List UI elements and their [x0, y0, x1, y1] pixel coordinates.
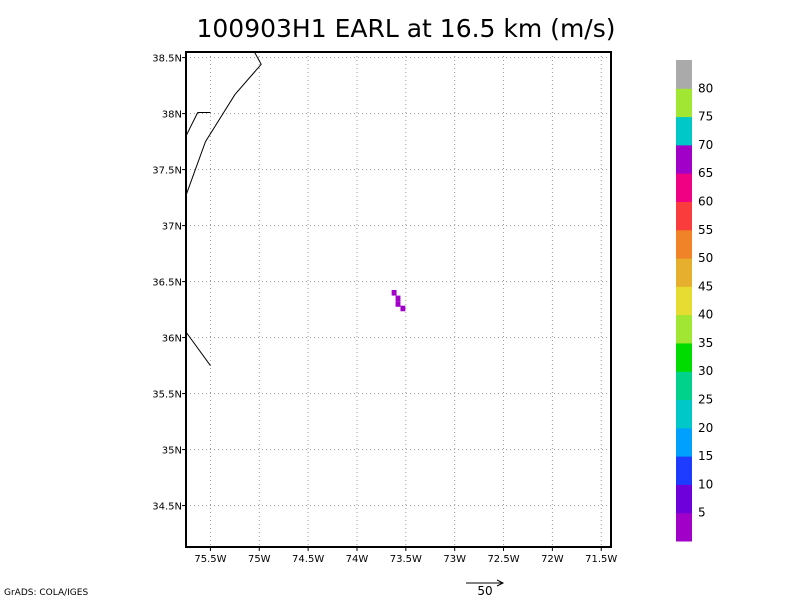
colorbar-swatch-15: [676, 88, 692, 118]
x-tick-label-0: 75.5W: [194, 554, 226, 565]
colorbar-swatch-14: [676, 116, 692, 146]
colorbar-swatch-6: [676, 342, 692, 372]
reference-vector: [466, 579, 505, 587]
colorbar-swatch-11: [676, 201, 692, 231]
colorbar-label-3: 20: [698, 421, 713, 435]
colorbar-label-11: 60: [698, 194, 713, 208]
colorbar-label-7: 40: [698, 308, 713, 322]
x-tick-label-6: 72.5W: [487, 554, 519, 565]
colorbar-swatch-2: [676, 456, 692, 485]
colorbar-label-14: 75: [698, 110, 713, 124]
chart-title: 100903H1 EARL at 16.5 km (m/s): [196, 14, 616, 43]
wind-cell-0: [391, 289, 397, 296]
x-tick-label-1: 75W: [248, 554, 271, 565]
y-tick-label-8: 38.5N: [152, 54, 182, 65]
colorbar-label-1: 10: [698, 477, 713, 491]
grads-credit: GrADS: COLA/IGES: [4, 588, 89, 598]
colorbar-swatch-4: [676, 399, 692, 429]
colorbar-swatch-1: [676, 484, 692, 514]
wind-cell-3: [400, 305, 406, 312]
x-tick-label-4: 73.5W: [390, 554, 422, 565]
colorbar-swatch-3: [676, 427, 692, 457]
reference-vector-label: 50: [477, 584, 493, 598]
x-tick-label-2: 74.5W: [292, 554, 324, 565]
colorbar-label-13: 70: [698, 138, 713, 152]
x-tick-label-7: 72W: [541, 554, 564, 565]
wind-cell-1: [395, 295, 401, 302]
colorbar-swatch-0: [676, 512, 692, 542]
x-tick-label-3: 74W: [346, 554, 369, 565]
colorbar-label-15: 80: [698, 81, 713, 95]
colorbar-swatch-10: [676, 229, 692, 259]
plot-frame: [185, 51, 612, 548]
colorbar-swatch-7: [676, 314, 692, 344]
y-tick-label-4: 36.5N: [152, 278, 182, 289]
y-tick-label-1: 35N: [162, 446, 182, 457]
wind-cells: [391, 289, 406, 312]
colorbar-label-12: 65: [698, 166, 713, 180]
y-tick-label-5: 37N: [162, 222, 182, 233]
coastline-3: [185, 331, 211, 366]
colorbar-label-8: 45: [698, 279, 713, 293]
x-tick-label-8: 71.5W: [585, 554, 617, 565]
colorbar-label-10: 55: [698, 223, 713, 237]
colorbar-swatch-12: [676, 173, 692, 202]
reference-arrow-head: [496, 579, 505, 587]
colorbar-swatch-13: [676, 144, 692, 174]
y-tick-label-3: 36N: [162, 334, 182, 345]
coastline-0: [185, 51, 262, 196]
colorbar-label-2: 15: [698, 449, 713, 463]
x-axis-ticks: 75.5W 75W 74.5W 74W 73.5W 73W 72.5W 72W 71.5W: [194, 547, 617, 565]
colorbar-label-0: 5: [698, 506, 706, 520]
x-tick-label-5: 73W: [443, 554, 466, 565]
coastlines: [185, 51, 262, 366]
colorbar-swatch-5: [676, 371, 692, 401]
colorbar-label-9: 50: [698, 251, 713, 265]
colorbar-label-6: 35: [698, 336, 713, 350]
colorbar-label-4: 25: [698, 393, 713, 407]
colorbar-swatch-16: [676, 60, 692, 89]
coastline-1: [185, 112, 199, 137]
y-axis-ticks: 34.5N 35N 35.5N 36N 36.5N 37N 37.5N 38N 38.5N: [152, 54, 186, 513]
grid-lines: [186, 52, 611, 547]
colorbar-swatch-9: [676, 258, 692, 287]
colorbar: 5 10 15 20 25 30 35 40 45 50 55 60 65 70 75 80: [676, 60, 713, 542]
wind-cell-2: [395, 301, 401, 307]
y-tick-label-2: 35.5N: [152, 390, 182, 401]
y-tick-label-6: 37.5N: [152, 166, 182, 177]
colorbar-swatch-8: [676, 286, 692, 316]
colorbar-label-5: 30: [698, 364, 713, 378]
y-tick-label-0: 34.5N: [152, 502, 182, 513]
y-tick-label-7: 38N: [162, 110, 182, 121]
